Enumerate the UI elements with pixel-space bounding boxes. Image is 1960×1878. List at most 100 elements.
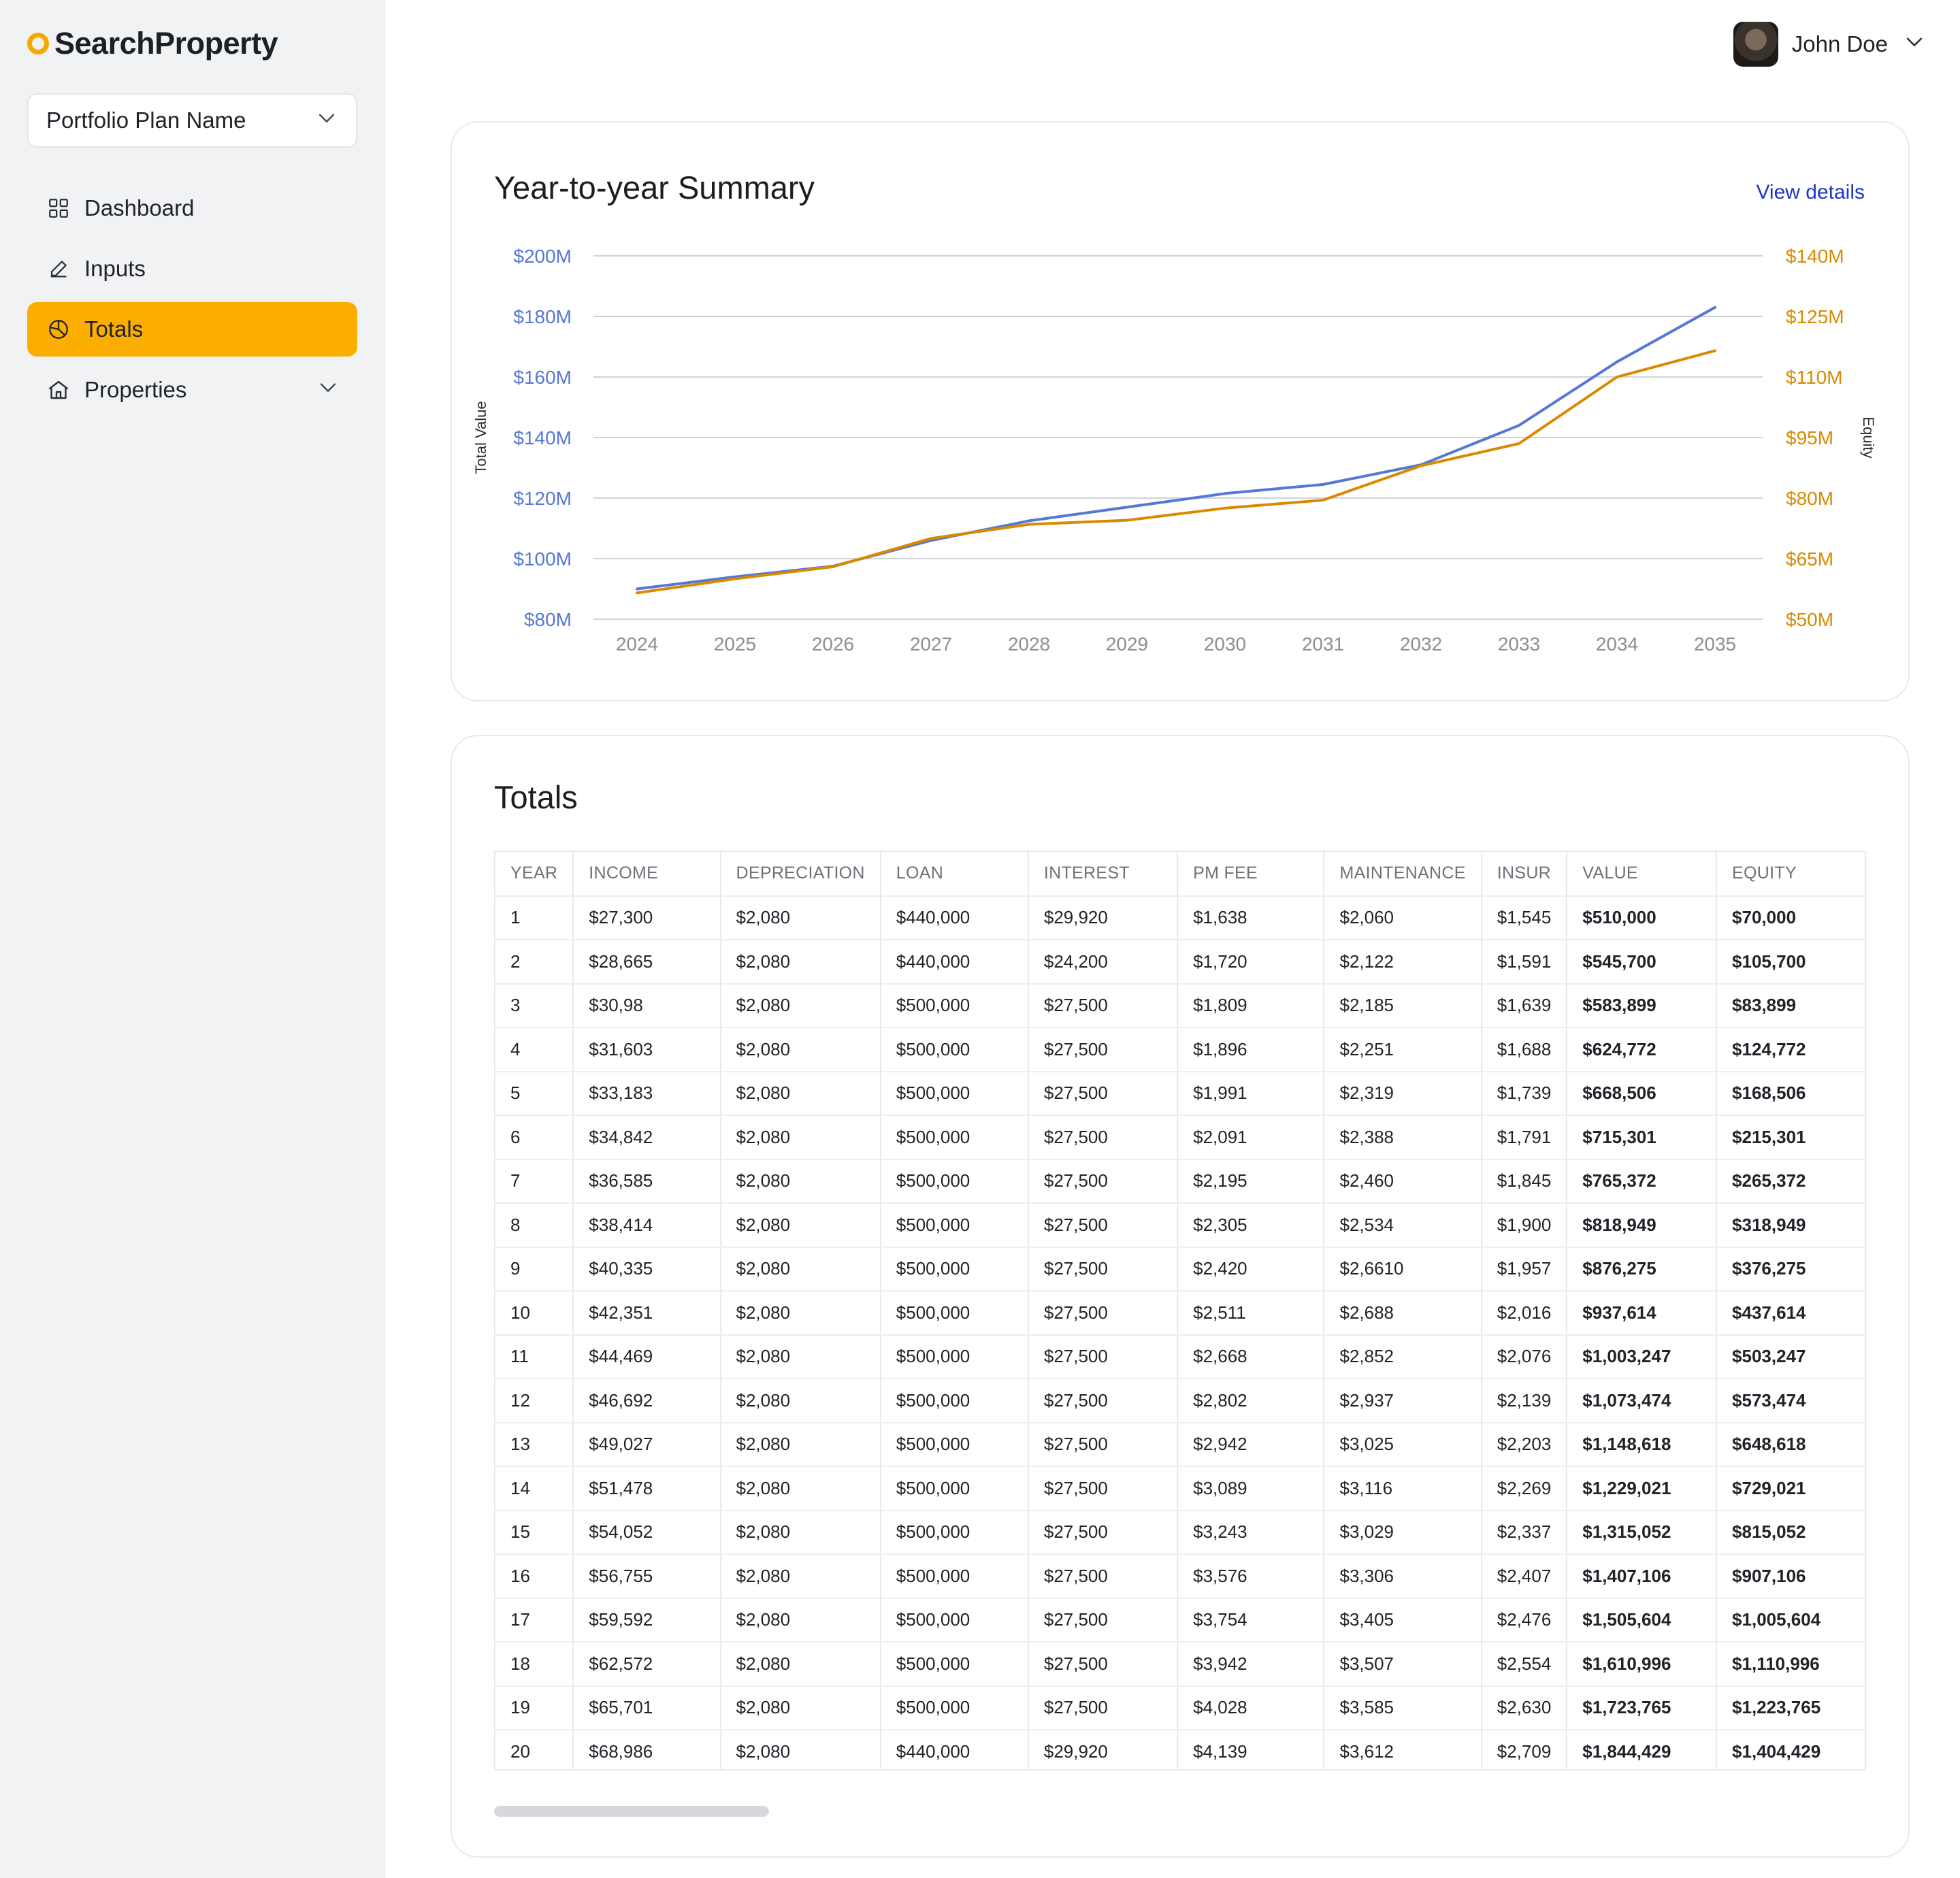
- table-cell: $440,000: [880, 895, 1029, 940]
- column-header[interactable]: DEPRECIATION: [720, 852, 881, 897]
- table-cell: $907,106: [1716, 1554, 1865, 1599]
- column-header[interactable]: VALUE: [1567, 852, 1718, 897]
- table-cell: $40,335: [573, 1247, 721, 1291]
- y-tick-label: $100M: [513, 548, 572, 570]
- sidebar-item-inputs[interactable]: Inputs: [27, 242, 357, 296]
- table-cell: $815,052: [1716, 1510, 1865, 1555]
- table-cell: $2,269: [1481, 1466, 1568, 1511]
- table-cell: $27,500: [1028, 1685, 1179, 1730]
- sidebar-item-label: Dashboard: [84, 195, 195, 220]
- table-cell: $1,110,996: [1716, 1642, 1865, 1687]
- table-cell: $876,275: [1567, 1247, 1718, 1291]
- x-tick-label: 2026: [812, 633, 854, 655]
- table-cell: $573,474: [1716, 1379, 1865, 1423]
- table-cell: $34,842: [573, 1115, 721, 1160]
- table-cell: $2,709: [1481, 1730, 1568, 1769]
- table-cell: $27,500: [1028, 1071, 1179, 1116]
- table-cell: $70,000: [1716, 895, 1865, 940]
- brand-name-o: o: [186, 26, 206, 61]
- table-cell: $44,469: [573, 1334, 721, 1379]
- column-header[interactable]: LOAN: [880, 852, 1029, 897]
- column-header[interactable]: EQUITY: [1716, 852, 1865, 897]
- totals-table-scroll[interactable]: YEAR INCOME DEPRECIATION LOAN INTEREST PM FEE…: [494, 851, 1866, 1770]
- grid-icon: [45, 195, 72, 222]
- table-cell: $2,534: [1324, 1203, 1482, 1248]
- table-cell: $500,000: [880, 1642, 1029, 1687]
- column-header[interactable]: MAINTENANCE: [1324, 852, 1482, 897]
- y-tick-label: $180M: [513, 306, 572, 327]
- table-cell: 3: [495, 983, 574, 1028]
- sidebar-nav: Dashboard Inputs Totals Properties: [27, 181, 357, 423]
- table-cell: $510,000: [1567, 895, 1718, 940]
- table-cell: $27,500: [1028, 1554, 1179, 1599]
- table-cell: $2,080: [720, 1379, 881, 1423]
- table-cell: $1,005,604: [1716, 1598, 1865, 1643]
- table-cell: $33,183: [573, 1071, 721, 1116]
- sidebar-item-properties[interactable]: Properties: [27, 363, 357, 417]
- table-cell: 1: [495, 895, 574, 940]
- chevron-down-icon[interactable]: [316, 376, 340, 404]
- brand-logo[interactable]: SearchPr o perty: [27, 24, 278, 63]
- table-row: 10 $42,351 $2,080 $500,000 $27,500 $2,511 $2,6…: [495, 1291, 1865, 1336]
- y-tick-label: $120M: [513, 488, 572, 509]
- table-cell: $500,000: [880, 1554, 1029, 1599]
- table-cell: $437,614: [1716, 1291, 1865, 1336]
- table-cell: $124,772: [1716, 1027, 1865, 1072]
- column-header[interactable]: INTEREST: [1028, 852, 1179, 897]
- totals-title: Totals: [494, 779, 578, 815]
- summary-line-chart: $80M $50M $100M $65M $120M $80M $140M $95M $160M…: [472, 246, 1877, 655]
- table-cell: $2,6610: [1324, 1247, 1482, 1291]
- table-cell: $3,116: [1324, 1466, 1482, 1511]
- sidebar-item-dashboard[interactable]: Dashboard: [27, 181, 357, 235]
- table-cell: $818,949: [1567, 1203, 1718, 1248]
- table-cell: 5: [495, 1071, 574, 1116]
- table-cell: $1,003,247: [1567, 1334, 1718, 1379]
- sidebar-item-totals[interactable]: Totals: [27, 302, 357, 357]
- table-cell: $31,603: [573, 1027, 721, 1072]
- table-cell: 13: [495, 1422, 574, 1467]
- x-tick-label: 2024: [616, 633, 658, 655]
- table-cell: $1,720: [1177, 940, 1325, 985]
- table-cell: $30,98: [573, 983, 721, 1028]
- table-cell: $624,772: [1567, 1027, 1718, 1072]
- table-cell: $3,029: [1324, 1510, 1482, 1555]
- logo-ring-icon: [27, 33, 49, 54]
- column-header[interactable]: INSUR: [1481, 852, 1568, 897]
- table-cell: $2,388: [1324, 1115, 1482, 1160]
- column-header[interactable]: YEAR: [495, 852, 574, 897]
- table-cell: $500,000: [880, 1027, 1029, 1072]
- table-cell: $500,000: [880, 1379, 1029, 1423]
- table-cell: $1,844,429: [1567, 1730, 1718, 1769]
- table-cell: $1,639: [1481, 983, 1568, 1028]
- table-cell: $2,251: [1324, 1027, 1482, 1072]
- table-cell: 11: [495, 1334, 574, 1379]
- column-header[interactable]: PM FEE: [1177, 852, 1325, 897]
- column-header[interactable]: INCOME: [573, 852, 721, 897]
- table-cell: 2: [495, 940, 574, 985]
- portfolio-plan-select[interactable]: Portfolio Plan Name: [27, 93, 357, 148]
- table-cell: $3,942: [1177, 1642, 1325, 1687]
- horizontal-scrollbar[interactable]: [494, 1806, 769, 1817]
- view-details-link[interactable]: View details: [1756, 181, 1865, 203]
- portfolio-plan-label: Portfolio Plan Name: [46, 108, 246, 133]
- table-cell: $1,073,474: [1567, 1379, 1718, 1423]
- table-cell: $38,414: [573, 1203, 721, 1248]
- table-cell: $2,460: [1324, 1159, 1482, 1204]
- x-tick-label: 2034: [1596, 633, 1638, 655]
- table-cell: $2,139: [1481, 1379, 1568, 1423]
- user-menu[interactable]: John Doe: [1733, 22, 1926, 67]
- table-cell: $29,920: [1028, 895, 1179, 940]
- table-cell: $27,300: [573, 895, 721, 940]
- y2-tick-label: $110M: [1786, 367, 1843, 388]
- table-cell: $1,610,996: [1567, 1642, 1718, 1687]
- table-cell: $765,372: [1567, 1159, 1718, 1204]
- y2-axis-label: Equity: [1860, 416, 1877, 458]
- table-cell: $318,949: [1716, 1203, 1865, 1248]
- table-row: 1 $27,300 $2,080 $440,000 $29,920 $1,638 $2,06…: [495, 895, 1865, 940]
- table-cell: $28,665: [573, 940, 721, 985]
- table-cell: $1,688: [1481, 1027, 1568, 1072]
- summary-card: Year-to-year Summary View details $80M $5…: [451, 121, 1910, 702]
- table-row: 9 $40,335 $2,080 $500,000 $27,500 $2,420 $2,66…: [495, 1247, 1865, 1291]
- table-cell: $2,319: [1324, 1071, 1482, 1116]
- table-cell: 10: [495, 1291, 574, 1336]
